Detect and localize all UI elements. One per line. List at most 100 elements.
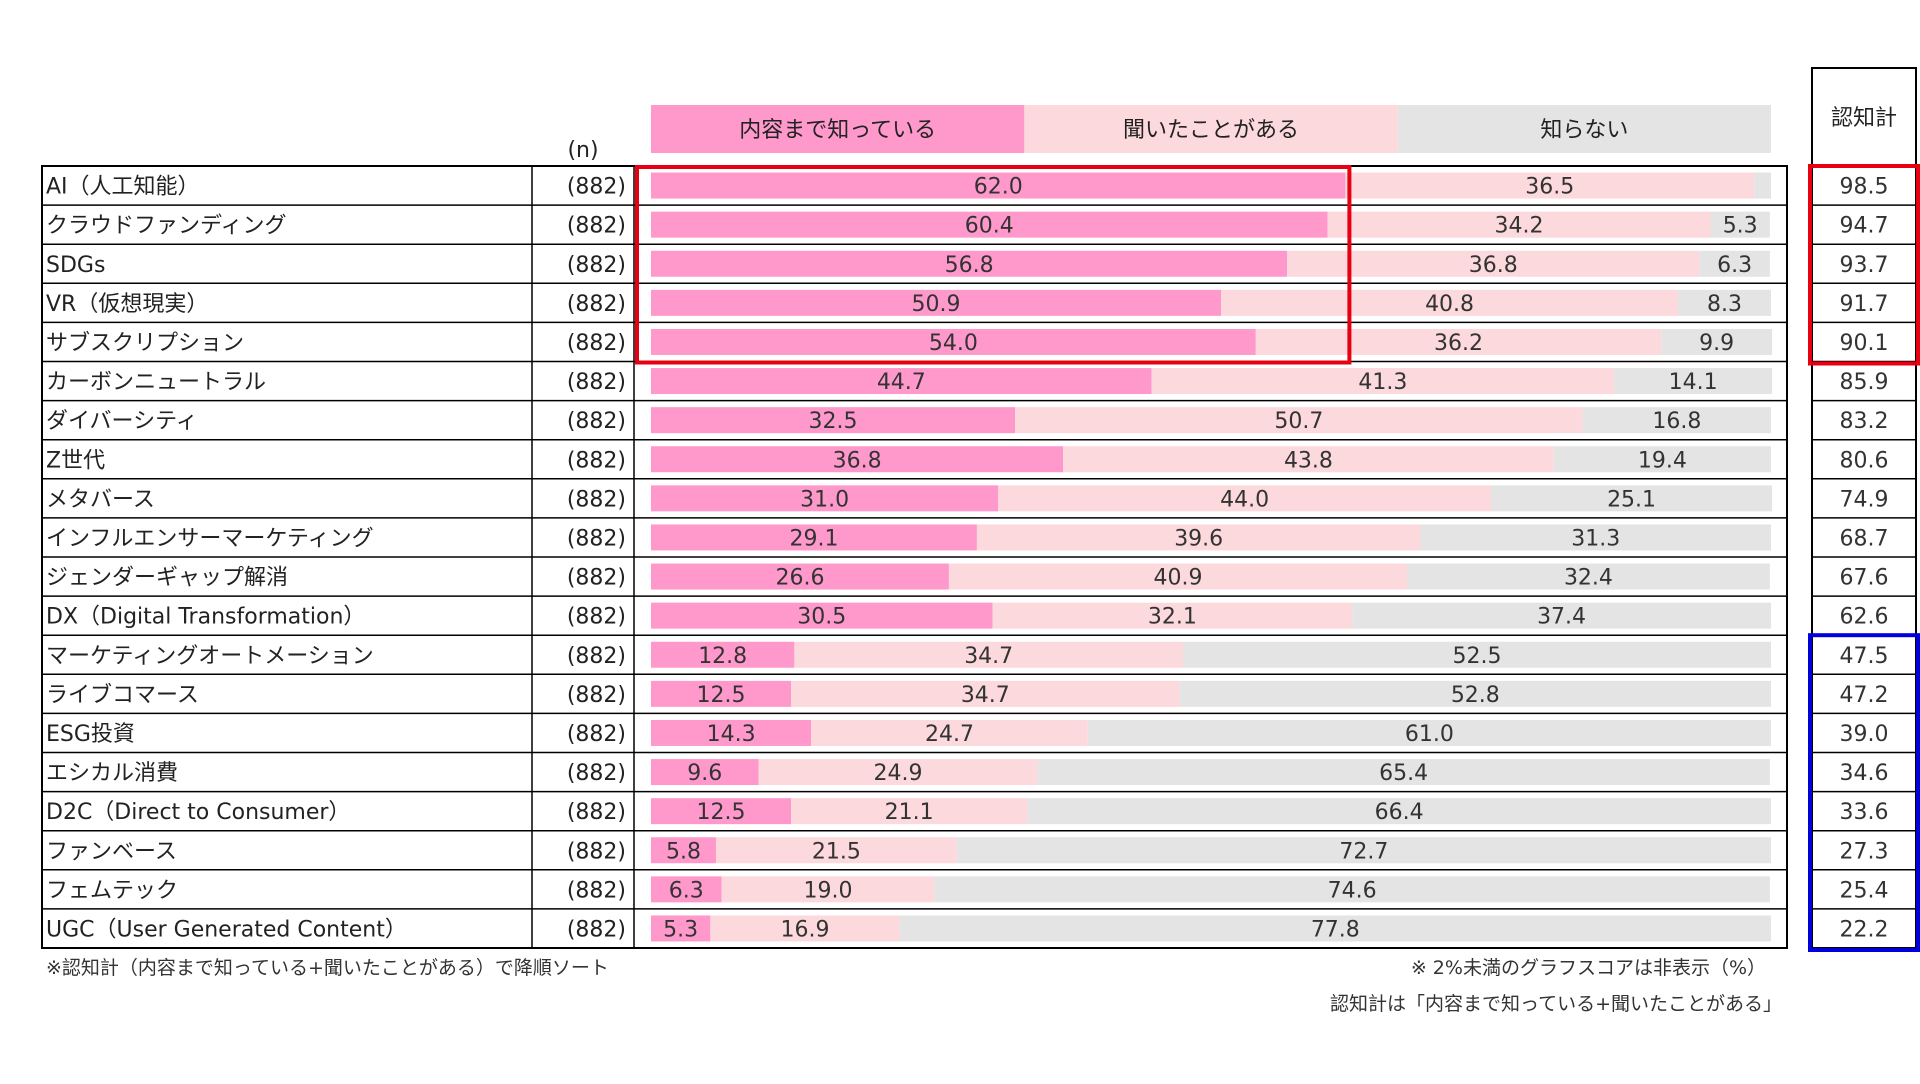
- n-value: (882): [567, 253, 626, 278]
- bar-segment-2: [1678, 289, 1771, 316]
- bar-segment-0: [651, 641, 795, 668]
- total-value: 34.6: [1840, 761, 1889, 786]
- bar-segment-0: [651, 172, 1346, 199]
- bar-segment-0: [651, 368, 1152, 395]
- bar-segment-1: [721, 876, 935, 903]
- n-value: (882): [567, 526, 626, 551]
- data-label: 62.0: [974, 175, 1023, 200]
- category-label: DX（Digital Transformation）: [46, 605, 365, 630]
- bar-segment-0: [651, 719, 812, 746]
- data-label: 12.8: [698, 644, 747, 669]
- total-value: 98.5: [1840, 175, 1889, 200]
- data-label: 25.1: [1607, 487, 1656, 512]
- data-label: 12.5: [697, 800, 746, 825]
- data-label: 24.9: [873, 761, 922, 786]
- bar-segment-1: [1221, 289, 1679, 316]
- total-value: 68.7: [1840, 526, 1889, 551]
- data-label: 36.2: [1434, 331, 1483, 356]
- bar-segment-1: [811, 719, 1088, 746]
- data-label: 66.4: [1375, 800, 1424, 825]
- bar-segment-1: [1255, 328, 1662, 355]
- data-label: 36.8: [833, 448, 882, 473]
- n-value: (882): [567, 175, 626, 200]
- n-value: (882): [567, 722, 626, 747]
- total-value: 74.9: [1840, 487, 1889, 512]
- bar-segment-2: [1491, 485, 1773, 512]
- data-label: 31.0: [800, 487, 849, 512]
- bar-segment-2: [1037, 759, 1770, 786]
- bar-segment-2: [1407, 563, 1770, 590]
- data-label: 19.4: [1638, 448, 1687, 473]
- data-label: 36.8: [1469, 253, 1518, 278]
- data-label: 14.1: [1669, 370, 1718, 395]
- legend-label-1: 聞いたことがある: [1123, 118, 1299, 143]
- data-label: 6.3: [669, 878, 704, 903]
- bar-segment-0: [651, 407, 1015, 434]
- data-label: 40.9: [1153, 566, 1202, 591]
- bar-segment-1: [1063, 446, 1554, 473]
- data-label: 8.3: [1707, 292, 1742, 317]
- legend-swatch-2: [1397, 105, 1771, 153]
- n-value: (882): [567, 761, 626, 786]
- category-label: ファンベース: [46, 839, 177, 864]
- bar-segment-1: [998, 485, 1491, 512]
- n-value: (882): [567, 292, 626, 317]
- bar-segment-0: [651, 250, 1288, 277]
- data-label: 77.8: [1311, 917, 1360, 942]
- data-label: 36.5: [1525, 175, 1574, 200]
- category-label: ライブコマース: [46, 683, 199, 708]
- bar-segment-2: [1183, 641, 1771, 668]
- bar-segment-2: [1027, 798, 1771, 825]
- highlight-box-top-bars: [635, 165, 1352, 365]
- category-label: クラウドファンディング: [46, 214, 286, 239]
- highlight-box-top-totals: [1808, 164, 1920, 366]
- bar-segment-0: [651, 915, 711, 942]
- note-definition: 認知計は「内容まで知っている+聞いたことがある」: [1330, 993, 1782, 1015]
- data-label: 31.3: [1571, 526, 1620, 551]
- bar-segment-1: [976, 524, 1421, 551]
- n-value: (882): [567, 839, 626, 864]
- bar-segment-0: [651, 563, 949, 590]
- bar-segment-1: [1327, 211, 1711, 238]
- data-label: 9.6: [687, 761, 722, 786]
- highlight-box-bottom-totals: [1808, 633, 1920, 952]
- total-value: 39.0: [1840, 722, 1889, 747]
- n-value: (882): [567, 605, 626, 630]
- data-label: 24.7: [925, 722, 974, 747]
- bar-segment-1: [710, 915, 900, 942]
- bar-segment-2: [899, 915, 1771, 942]
- note-sort: ※認知計（内容まで知っている+聞いたことがある）で降順ソート: [46, 957, 609, 979]
- data-label: 34.7: [964, 644, 1013, 669]
- n-value: (882): [567, 370, 626, 395]
- bar-segment-1: [948, 563, 1407, 590]
- total-value: 27.3: [1840, 839, 1889, 864]
- n-value: (882): [567, 487, 626, 512]
- data-label: 21.1: [885, 800, 934, 825]
- data-label: 32.4: [1564, 566, 1613, 591]
- bar-segment-2: [1420, 524, 1771, 551]
- bar-segment-2: [1699, 250, 1770, 277]
- data-label: 6.3: [1717, 253, 1752, 278]
- bar-segment-0: [651, 602, 993, 629]
- data-label: 32.1: [1148, 605, 1197, 630]
- bar-segment-0: [651, 485, 999, 512]
- n-header: (n): [567, 138, 598, 163]
- n-value: (882): [567, 409, 626, 434]
- bar-segment-1: [1015, 407, 1583, 434]
- data-label: 44.0: [1220, 487, 1269, 512]
- category-label: ジェンダーギャップ解消: [46, 566, 288, 591]
- data-label: 56.8: [945, 253, 994, 278]
- bar-segment-0: [651, 759, 759, 786]
- bar-segment-1: [1151, 368, 1615, 395]
- data-label: 26.6: [775, 566, 824, 591]
- total-value: 67.6: [1840, 566, 1889, 591]
- n-value: (882): [567, 917, 626, 942]
- bar-segment-0: [651, 328, 1256, 355]
- bar-segment-2: [934, 876, 1770, 903]
- bar-segment-2: [1179, 680, 1771, 707]
- n-value: (882): [567, 800, 626, 825]
- total-value: 62.6: [1840, 605, 1889, 630]
- legend-swatch-0: [651, 105, 1025, 153]
- n-value: (882): [567, 878, 626, 903]
